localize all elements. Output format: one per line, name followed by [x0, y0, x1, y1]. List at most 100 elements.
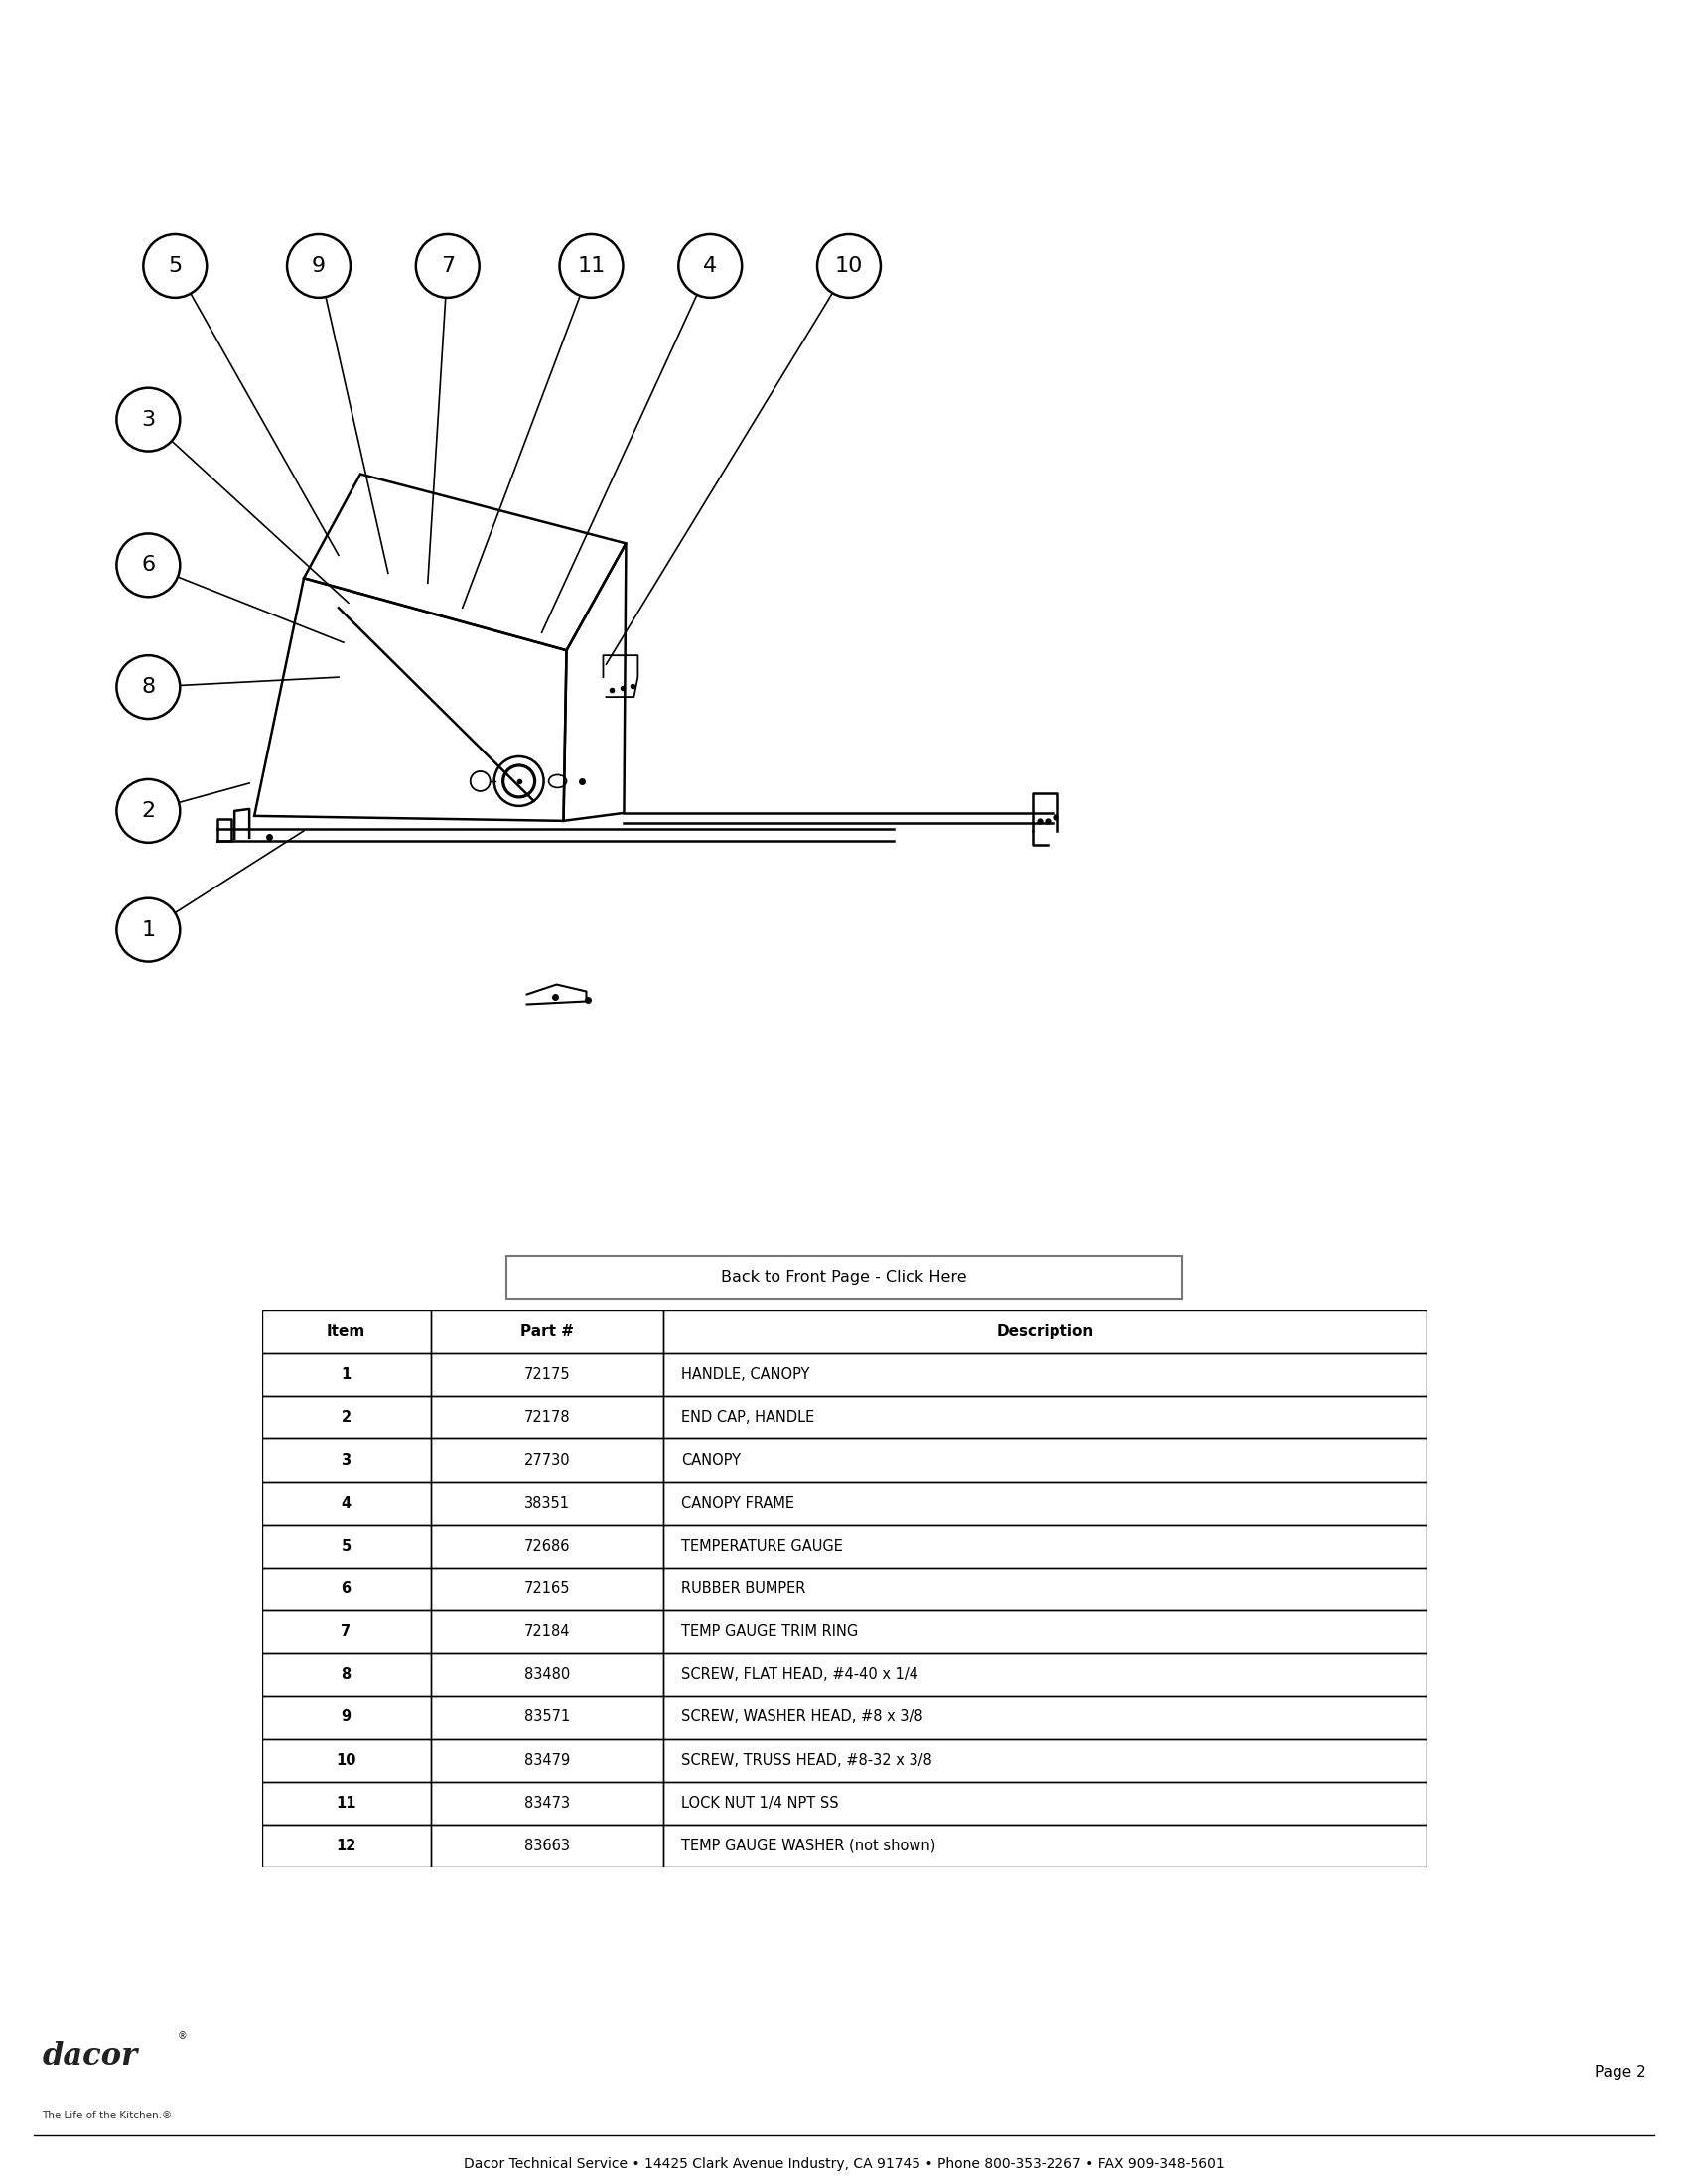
Bar	[262, 1824, 430, 1867]
Circle shape	[559, 234, 623, 297]
Bar	[430, 1524, 663, 1568]
Text: 72178: 72178	[523, 1411, 571, 1424]
Text: 5: 5	[341, 1538, 351, 1553]
Text: 1: 1	[142, 919, 155, 939]
Bar	[663, 1354, 1426, 1396]
Text: Part #: Part #	[520, 1324, 574, 1339]
Text: TEMPERATURE GAUGE: TEMPERATURE GAUGE	[680, 1538, 842, 1553]
Bar	[262, 1439, 430, 1481]
Bar	[663, 1439, 1426, 1481]
Text: 12: 12	[336, 1839, 356, 1854]
Text: 9: 9	[312, 256, 326, 275]
Text: 38351: 38351	[525, 1496, 571, 1511]
Text: 4: 4	[704, 256, 717, 275]
Circle shape	[116, 655, 181, 719]
Text: TEMP GAUGE TRIM RING: TEMP GAUGE TRIM RING	[680, 1625, 858, 1640]
Text: 8: 8	[142, 677, 155, 697]
Bar	[430, 1396, 663, 1439]
Bar	[663, 1396, 1426, 1439]
Bar	[262, 1481, 430, 1524]
Bar	[262, 1738, 430, 1782]
Circle shape	[143, 234, 206, 297]
Text: Description: Description	[996, 1324, 1094, 1339]
Circle shape	[817, 234, 881, 297]
Text: 11: 11	[577, 256, 606, 275]
Bar	[663, 1610, 1426, 1653]
Text: 11: 11	[336, 1795, 356, 1811]
Text: 9: 9	[341, 1710, 351, 1725]
Text: RUBBER BUMPER: RUBBER BUMPER	[680, 1581, 805, 1597]
Text: SCREW, TRUSS HEAD, #8-32 x 3/8: SCREW, TRUSS HEAD, #8-32 x 3/8	[680, 1754, 932, 1767]
Bar	[663, 1524, 1426, 1568]
Text: 10: 10	[836, 256, 863, 275]
Text: 7: 7	[341, 1625, 351, 1640]
Text: 3: 3	[341, 1452, 351, 1468]
Circle shape	[116, 898, 181, 961]
Text: 7: 7	[441, 256, 454, 275]
Text: 6: 6	[341, 1581, 351, 1597]
Text: 83480: 83480	[523, 1666, 571, 1682]
Text: LOCK NUT 1/4 NPT SS: LOCK NUT 1/4 NPT SS	[680, 1795, 839, 1811]
Bar	[430, 1310, 663, 1354]
Bar	[663, 1568, 1426, 1610]
Bar	[430, 1782, 663, 1824]
Bar	[430, 1354, 663, 1396]
Bar	[430, 1697, 663, 1738]
Text: Dacor Technical Service • 14425 Clark Avenue Industry, CA 91745 • Phone 800-353-: Dacor Technical Service • 14425 Clark Av…	[463, 2158, 1225, 2171]
Circle shape	[116, 533, 181, 596]
Bar	[663, 1697, 1426, 1738]
Text: 83663: 83663	[525, 1839, 571, 1854]
Bar	[430, 1610, 663, 1653]
Text: dacor: dacor	[42, 2040, 138, 2073]
FancyBboxPatch shape	[506, 1256, 1182, 1299]
Bar	[262, 1568, 430, 1610]
Text: 72175: 72175	[523, 1367, 571, 1382]
Bar	[430, 1824, 663, 1867]
Text: 83571: 83571	[523, 1710, 571, 1725]
Text: Page 2: Page 2	[1595, 2066, 1646, 2079]
Circle shape	[287, 234, 351, 297]
Bar	[663, 1782, 1426, 1824]
Bar	[663, 1738, 1426, 1782]
Bar	[262, 1354, 430, 1396]
Text: SCREW, WASHER HEAD, #8 x 3/8: SCREW, WASHER HEAD, #8 x 3/8	[680, 1710, 923, 1725]
Bar	[430, 1653, 663, 1697]
Text: 72686: 72686	[523, 1538, 571, 1553]
Text: 2: 2	[341, 1411, 351, 1424]
Circle shape	[415, 234, 479, 297]
Text: 2: 2	[142, 802, 155, 821]
Circle shape	[116, 780, 181, 843]
Bar	[262, 1310, 430, 1354]
Bar	[663, 1653, 1426, 1697]
Text: EOG52 Outdoor Grill Canopy Assembly: EOG52 Outdoor Grill Canopy Assembly	[30, 41, 1225, 94]
Bar	[663, 1481, 1426, 1524]
Text: CANOPY FRAME: CANOPY FRAME	[680, 1496, 793, 1511]
Text: 6: 6	[142, 555, 155, 574]
Text: 4: 4	[341, 1496, 351, 1511]
Circle shape	[116, 389, 181, 452]
Text: 1: 1	[341, 1367, 351, 1382]
Bar	[262, 1653, 430, 1697]
Bar	[663, 1824, 1426, 1867]
Text: 83473: 83473	[523, 1795, 571, 1811]
Text: Item: Item	[326, 1324, 366, 1339]
Bar	[663, 1310, 1426, 1354]
Text: 72184: 72184	[523, 1625, 571, 1640]
Text: 27730: 27730	[523, 1452, 571, 1468]
Bar	[430, 1439, 663, 1481]
Bar	[262, 1524, 430, 1568]
Text: Back to Front Page - Click Here: Back to Front Page - Click Here	[721, 1271, 967, 1284]
Bar	[262, 1396, 430, 1439]
Bar	[430, 1481, 663, 1524]
Bar	[262, 1782, 430, 1824]
Bar	[430, 1738, 663, 1782]
Text: SCREW, FLAT HEAD, #4-40 x 1/4: SCREW, FLAT HEAD, #4-40 x 1/4	[680, 1666, 918, 1682]
Text: TEMP GAUGE WASHER (not shown): TEMP GAUGE WASHER (not shown)	[680, 1839, 935, 1854]
Text: 8: 8	[341, 1666, 351, 1682]
Text: 83479: 83479	[523, 1754, 571, 1767]
Text: 72165: 72165	[523, 1581, 571, 1597]
Text: 5: 5	[169, 256, 182, 275]
Text: END CAP, HANDLE: END CAP, HANDLE	[680, 1411, 814, 1424]
Text: The Life of the Kitchen.®: The Life of the Kitchen.®	[42, 2110, 172, 2121]
Text: ®: ®	[177, 2031, 187, 2042]
